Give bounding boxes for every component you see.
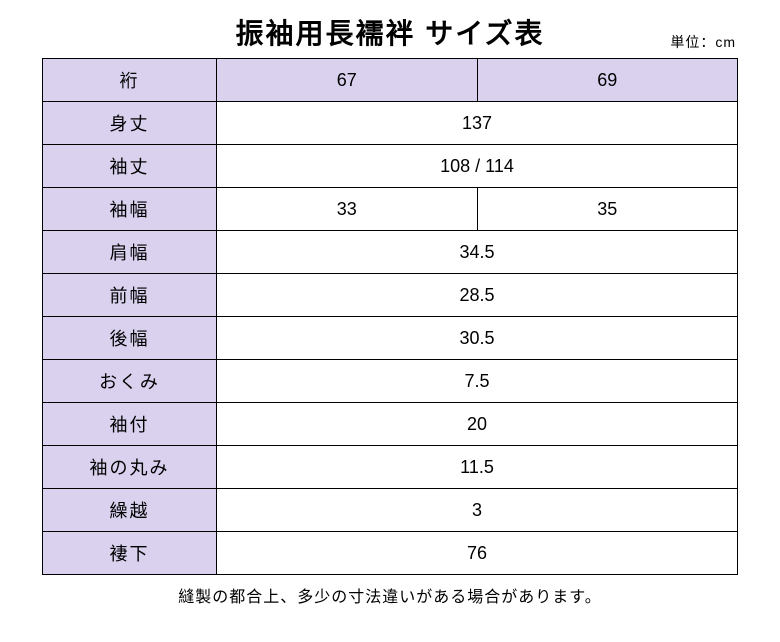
- row-label-5: 後幅: [43, 317, 217, 360]
- row-value-3: 34.5: [217, 231, 738, 274]
- row-value-4: 28.5: [217, 274, 738, 317]
- row-label-0: 身丈: [43, 102, 217, 145]
- row-value-10: 76: [217, 532, 738, 575]
- row-label-yuki: 裄: [43, 59, 217, 102]
- size-table: 裄6769 身丈137袖丈108 / 114袖幅3335 肩幅34.5前幅28.5後…: [42, 58, 738, 575]
- row-label-6: おくみ: [43, 360, 217, 403]
- col-header-1: 69: [477, 59, 738, 102]
- row-value-9: 3: [217, 489, 738, 532]
- footnote: 縫製の都合上、多少の寸法違いがある場合があります。: [42, 583, 738, 607]
- row-label-2: 袖幅: [43, 188, 217, 231]
- row-label-7: 袖付: [43, 403, 217, 446]
- row-label-10: 褄下: [43, 532, 217, 575]
- row-value-8: 11.5: [217, 446, 738, 489]
- row-label-4: 前幅: [43, 274, 217, 317]
- row-label-8: 袖の丸み: [43, 446, 217, 489]
- row-value-7: 20: [217, 403, 738, 446]
- row-value-2-1: 35: [477, 188, 738, 231]
- row-value-1: 108 / 114: [217, 145, 738, 188]
- row-label-9: 繰越: [43, 489, 217, 532]
- unit-label: 単位：cm: [670, 32, 736, 52]
- row-value-0: 137: [217, 102, 738, 145]
- col-header-0: 67: [217, 59, 478, 102]
- row-value-5: 30.5: [217, 317, 738, 360]
- header-row: 振袖用長襦袢 サイズ表 単位：cm: [42, 12, 738, 52]
- row-value-6: 7.5: [217, 360, 738, 403]
- row-label-1: 袖丈: [43, 145, 217, 188]
- row-label-3: 肩幅: [43, 231, 217, 274]
- page-title: 振袖用長襦袢 サイズ表: [236, 12, 545, 52]
- row-value-2-0: 33: [217, 188, 478, 231]
